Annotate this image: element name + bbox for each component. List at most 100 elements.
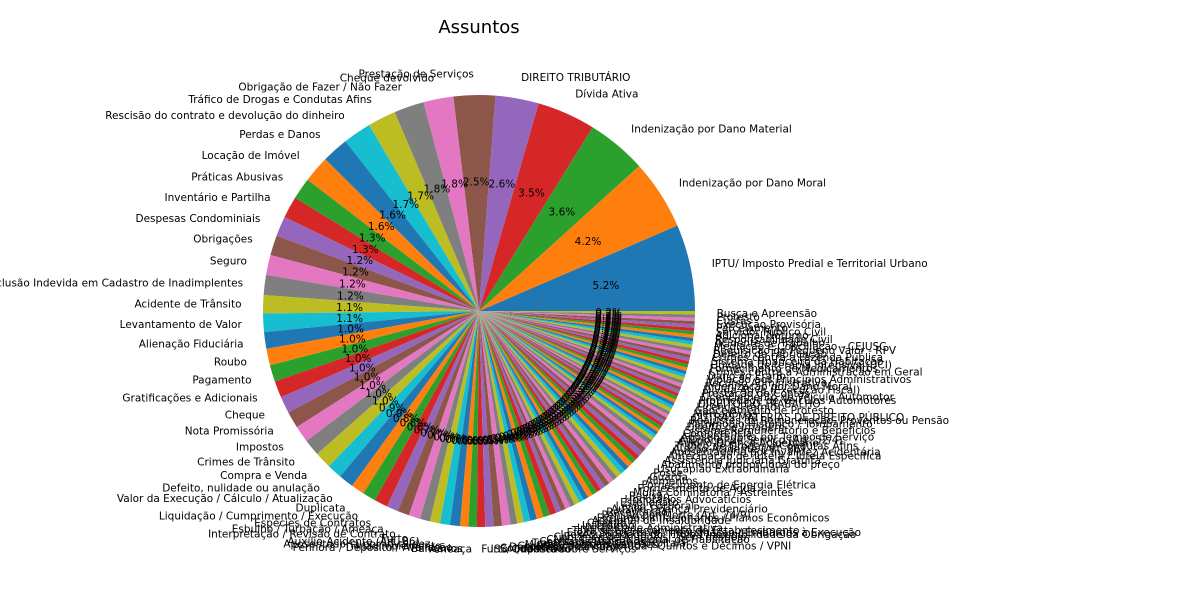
slice-percent: 0.3% <box>552 403 579 415</box>
slice-percent: 0.2% <box>594 321 621 333</box>
slice-label: Multas e demais Sanções <box>525 539 658 551</box>
pie-slice <box>479 311 671 415</box>
slice-percent: 0.2% <box>583 360 610 372</box>
slice-label: Gratificações e Adicionais <box>122 392 257 404</box>
slice-label: Roubo <box>214 357 247 369</box>
slice-percent-labels: 5.2%4.2%3.6%3.5%2.6%2.5%1.8%1.8%1.7%1.7%… <box>336 176 622 447</box>
slice-label: Levantamento de Valor <box>120 319 243 331</box>
slice-percent: 0.5% <box>482 435 509 447</box>
pie-slice <box>479 127 640 311</box>
slice-percent: 1.3% <box>352 244 379 256</box>
slice-label: Antecipação de Tutela / Tutela Específic… <box>668 450 882 462</box>
pie-slice <box>479 311 597 495</box>
pie-slice <box>479 311 494 527</box>
slice-percent: 0.2% <box>581 366 608 378</box>
slice-label: Fornecimento de Água <box>637 482 756 495</box>
slice-label: Inclusão Indevida em Cadastro de Inadimp… <box>0 277 243 289</box>
pie-slice <box>479 311 662 430</box>
slice-label: Fornecimento de Energia Elétrica <box>642 479 817 491</box>
pie-slice <box>468 311 479 527</box>
slice-label: Adicional Noturno <box>715 330 808 342</box>
slice-percent: 5.2% <box>593 280 620 292</box>
slice-percent: 0.5% <box>477 435 504 447</box>
slice-percent: 1.0% <box>337 324 364 336</box>
slice-percent: 0.3% <box>516 425 543 437</box>
pie-slice <box>263 274 479 311</box>
slice-percent: 0.2% <box>593 329 620 341</box>
slice-label: Execução Provisória <box>716 319 821 331</box>
slice-label: Efeito Suspensivo / Impugnação / Embargo… <box>567 527 861 539</box>
pie-slice <box>269 311 479 382</box>
slice-label: Impostos <box>236 441 284 453</box>
pie-slice <box>479 311 646 453</box>
slice-label: Mediação e Conciliação - CEJUSC <box>714 341 887 353</box>
pie-slice <box>408 311 479 519</box>
pie-slice <box>479 311 695 322</box>
pie-slice <box>479 311 695 318</box>
pie-slice <box>479 311 606 490</box>
slice-percent: 0.2% <box>592 333 619 345</box>
slice-label: Pensão por Morte (Art. 74/9) <box>602 510 751 522</box>
slice-percent: 0.3% <box>569 385 596 397</box>
slice-percent: 0.2% <box>580 367 607 379</box>
slice-label: Valor da Execução / Cálculo / Atualizaçã… <box>117 493 333 505</box>
pie-slice <box>479 311 683 388</box>
slice-percent: 0.2% <box>575 376 602 388</box>
slice-percent: 0.2% <box>574 378 601 390</box>
slice-label: Fornecimento de Medicamentos <box>710 363 878 375</box>
slice-label: Sistema Remuneratório e Benefícios <box>685 425 876 437</box>
slice-label: Obrigações <box>193 234 252 246</box>
slice-percent: 0.2% <box>590 341 617 353</box>
pie-slice <box>479 311 653 445</box>
pie-slice <box>479 311 664 427</box>
slice-label: Ameaça <box>429 544 472 556</box>
pie-slice <box>479 311 669 418</box>
slice-label: Crimes de Trânsito <box>197 456 295 468</box>
pie-slice <box>479 166 678 311</box>
slice-label: Perdas e Danos <box>239 129 320 141</box>
slice-label: Adicional de Serviço (Art. 52/4) <box>679 435 843 447</box>
pie-slice <box>479 311 618 481</box>
pie-slice <box>479 311 566 511</box>
slice-percent: 0.4% <box>487 434 514 446</box>
slice-label: Guarda <box>650 472 688 484</box>
slice-percent: 0.3% <box>519 424 546 436</box>
slice-percent: 0.2% <box>588 349 615 361</box>
slice-label: Citação <box>587 518 626 530</box>
slice-label: Parcelamento <box>716 323 788 335</box>
pie-slice <box>479 311 655 441</box>
pie-slice <box>325 141 479 311</box>
slice-label: Unidade de terapia intensiva (UCI) <box>711 360 892 372</box>
pie-slice <box>479 311 682 391</box>
slice-label: Crimes contra a Administração em Geral <box>709 367 923 379</box>
pie-slice <box>284 197 479 311</box>
slice-percent: 0.6% <box>445 434 472 446</box>
slice-label: Cobrança de Aluguéis - Sem despejo <box>554 532 747 544</box>
pie-slice <box>317 311 479 467</box>
pie-slice <box>479 311 695 335</box>
slice-percent: 0.6% <box>439 433 466 445</box>
slice-percent: 0.2% <box>578 371 605 383</box>
pie-slice <box>479 311 695 332</box>
slice-label: Tráfico de Drogas e Condutas Afins <box>674 441 859 453</box>
pie-slice <box>479 311 684 384</box>
slice-label: Dívida Ativa (Execução Fiscal) <box>703 384 860 396</box>
pie-slice <box>479 311 649 449</box>
pie-slice <box>479 311 695 325</box>
pie-slice <box>479 311 503 527</box>
pie-slice <box>394 102 479 312</box>
slice-percent: 0.3% <box>554 401 581 413</box>
slice-percent: 0.6% <box>433 432 460 444</box>
slice-label: Obrigação de Fazer / Não Fazer <box>238 81 402 93</box>
slice-percent: 0.2% <box>594 327 621 339</box>
slice-label: Mercadorias <box>693 409 757 421</box>
slice-label: Posse <box>653 468 683 480</box>
slice-label: Busca e Apreensão <box>717 308 818 320</box>
slice-label: Espécies de Contratos <box>254 518 371 530</box>
pie-slice <box>340 311 479 486</box>
slice-label: Interpretação / Revisão de Contrato <box>208 529 396 541</box>
pie-slice <box>274 311 479 398</box>
pie-slice <box>479 311 614 484</box>
slice-label: Protesto <box>717 312 760 324</box>
pie-slice <box>262 294 479 314</box>
